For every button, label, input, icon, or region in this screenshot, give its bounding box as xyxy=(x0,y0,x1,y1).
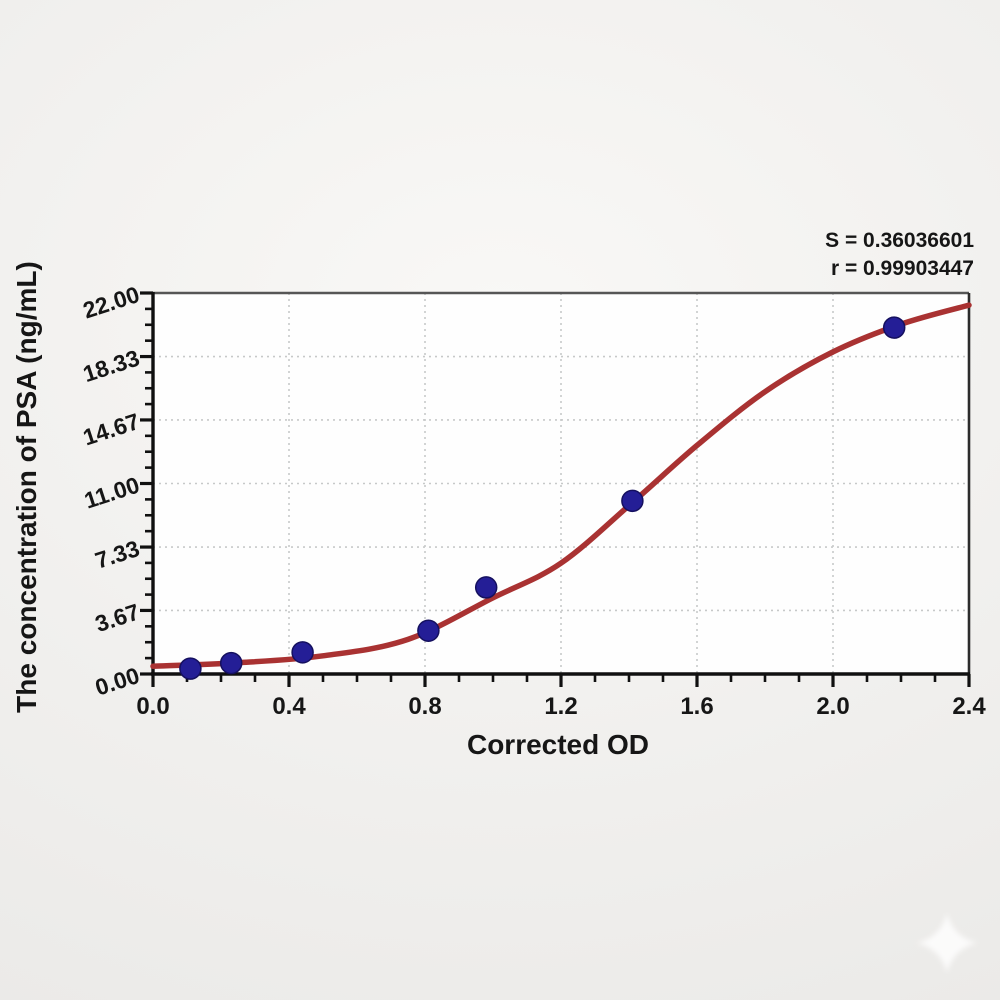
data-point xyxy=(621,489,644,513)
y-tick-label: 14.67 xyxy=(80,408,143,451)
data-point xyxy=(219,651,243,675)
x-tick-labels: 0.0 0.4 0.8 1.2 1.6 2.0 2.4 xyxy=(136,693,986,720)
data-points xyxy=(179,316,906,680)
y-axis-title: The concentration of PSA (ng/mL) xyxy=(11,261,42,713)
data-point xyxy=(882,316,906,339)
data-point xyxy=(291,641,314,664)
stat-correlation-label: r = 0.99903447 xyxy=(831,257,974,280)
data-point xyxy=(179,657,202,680)
sparkle-star-icon xyxy=(917,913,977,973)
y-tick-label: 11.00 xyxy=(81,472,143,514)
x-tick-label: 1.6 xyxy=(680,693,713,720)
y-tick-label: 7.33 xyxy=(92,535,143,574)
x-tick-label: 2.0 xyxy=(816,693,849,720)
x-tick-label: 0.8 xyxy=(408,693,441,720)
y-tick-labels: 0.00 3.67 7.33 11.00 14.67 18.33 22.00 xyxy=(80,281,143,701)
x-tick-label: 0.0 xyxy=(136,693,169,720)
plot-frame xyxy=(151,291,971,676)
x-tick-label: 1.2 xyxy=(544,693,577,720)
stat-slope-label: S = 0.36036601 xyxy=(825,229,974,252)
y-tick-label: 22.00 xyxy=(80,281,143,324)
y-tick-label: 3.67 xyxy=(92,598,143,637)
x-tick-label: 2.4 xyxy=(952,693,986,720)
y-tick-label: 0.00 xyxy=(92,662,143,701)
gridlines xyxy=(153,293,969,674)
data-point xyxy=(474,576,498,599)
y-tick-label: 18.33 xyxy=(80,345,143,388)
data-point xyxy=(417,619,440,642)
x-axis-title: Corrected OD xyxy=(467,729,649,760)
x-tick-label: 0.4 xyxy=(272,693,306,720)
